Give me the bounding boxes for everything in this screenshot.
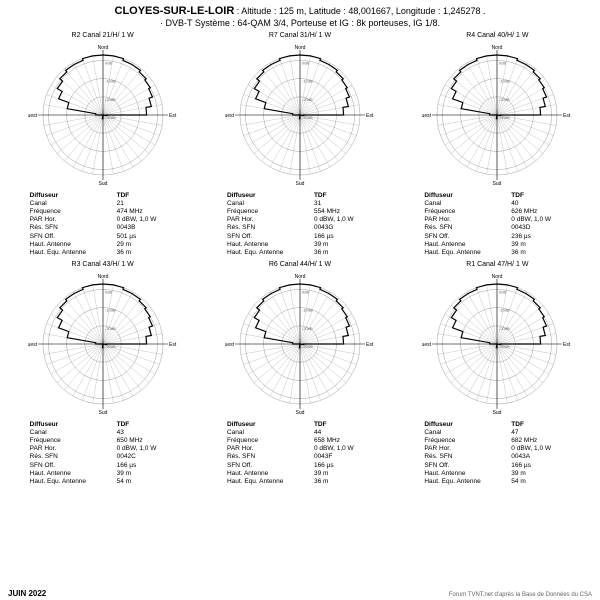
- svg-text:Est: Est: [563, 342, 571, 348]
- subtitle-system: · DVB-T Système : 64-QAM 3/4, Porteuse e…: [160, 18, 440, 28]
- svg-text:Sud: Sud: [98, 410, 107, 416]
- subtitle-coords: : Altitude : 125 m, Latitude : 48,001667…: [237, 6, 486, 16]
- svg-text:Est: Est: [563, 113, 571, 119]
- svg-text:Nord: Nord: [492, 45, 503, 51]
- svg-text:Ouest: Ouest: [422, 342, 432, 348]
- svg-text:-20dB: -20dB: [302, 97, 313, 102]
- svg-text:-20dB: -20dB: [499, 326, 510, 331]
- svg-text:0dB: 0dB: [499, 60, 506, 65]
- svg-text:Sud: Sud: [296, 181, 305, 187]
- location-title: CLOYES-SUR-LE-LOIR: [115, 5, 235, 17]
- polar-chart: -30dB-20dB-10dB0dBNordSudEstOuest: [225, 40, 375, 190]
- chart-grid: R2 Canal 21/H/ 1 W-30dB-20dB-10dB0dBNord…: [0, 32, 600, 486]
- svg-text:-20dB: -20dB: [302, 326, 313, 331]
- chart-cell: R7 Canal 31/H/ 1 W-30dB-20dB-10dB0dBNord…: [203, 32, 396, 257]
- info-table: DiffuseurTDFCanal31Fréquence554 MHzPAR H…: [225, 192, 375, 257]
- polar-chart: -30dB-20dB-10dB0dBNordSudEstOuest: [28, 40, 178, 190]
- info-table: DiffuseurTDFCanal40Fréquence626 MHzPAR H…: [422, 192, 572, 257]
- svg-text:0dB: 0dB: [302, 289, 309, 294]
- page-header: CLOYES-SUR-LE-LOIR : Altitude : 125 m, L…: [0, 0, 600, 32]
- svg-text:-10dB: -10dB: [105, 308, 116, 313]
- svg-text:Ouest: Ouest: [422, 113, 432, 119]
- svg-text:0dB: 0dB: [105, 289, 112, 294]
- polar-chart: -30dB-20dB-10dB0dBNordSudEstOuest: [225, 269, 375, 419]
- footer-date: JUIN 2022: [8, 589, 46, 598]
- svg-text:Nord: Nord: [97, 45, 108, 51]
- polar-chart: -30dB-20dB-10dB0dBNordSudEstOuest: [422, 269, 572, 419]
- chart-cell: R6 Canal 44/H/ 1 W-30dB-20dB-10dB0dBNord…: [203, 261, 396, 486]
- cell-title: R2 Canal 21/H/ 1 W: [72, 32, 134, 39]
- cell-title: R4 Canal 40/H/ 1 W: [466, 32, 528, 39]
- svg-text:0dB: 0dB: [499, 289, 506, 294]
- svg-text:Sud: Sud: [493, 410, 502, 416]
- svg-text:Sud: Sud: [493, 181, 502, 187]
- svg-text:-20dB: -20dB: [499, 97, 510, 102]
- svg-text:-20dB: -20dB: [105, 326, 116, 331]
- svg-text:Est: Est: [169, 113, 177, 119]
- svg-text:Nord: Nord: [492, 274, 503, 280]
- svg-text:Sud: Sud: [296, 410, 305, 416]
- svg-text:-10dB: -10dB: [105, 79, 116, 84]
- polar-chart: -30dB-20dB-10dB0dBNordSudEstOuest: [28, 269, 178, 419]
- svg-text:0dB: 0dB: [302, 60, 309, 65]
- svg-text:Sud: Sud: [98, 181, 107, 187]
- svg-text:Nord: Nord: [295, 274, 306, 280]
- chart-cell: R1 Canal 47/H/ 1 W-30dB-20dB-10dB0dBNord…: [401, 261, 594, 486]
- info-table: DiffuseurTDFCanal47Fréquence682 MHzPAR H…: [422, 421, 572, 486]
- svg-text:-10dB: -10dB: [302, 79, 313, 84]
- svg-text:-10dB: -10dB: [499, 79, 510, 84]
- chart-cell: R4 Canal 40/H/ 1 W-30dB-20dB-10dB0dBNord…: [401, 32, 594, 257]
- cell-title: R7 Canal 31/H/ 1 W: [269, 32, 331, 39]
- svg-text:Ouest: Ouest: [28, 342, 38, 348]
- cell-title: R6 Canal 44/H/ 1 W: [269, 261, 331, 268]
- svg-text:Est: Est: [366, 113, 374, 119]
- chart-cell: R2 Canal 21/H/ 1 W-30dB-20dB-10dB0dBNord…: [6, 32, 199, 257]
- svg-text:0dB: 0dB: [105, 60, 112, 65]
- svg-text:Nord: Nord: [97, 274, 108, 280]
- cell-title: R1 Canal 47/H/ 1 W: [466, 261, 528, 268]
- info-table: DiffuseurTDFCanal21Fréquence474 MHzPAR H…: [28, 192, 178, 257]
- svg-text:Est: Est: [169, 342, 177, 348]
- footer-credit: Forum TVNT.net d'après la Base de Donnée…: [449, 592, 592, 598]
- svg-text:-10dB: -10dB: [499, 308, 510, 313]
- info-table: DiffuseurTDFCanal43Fréquence650 MHzPAR H…: [28, 421, 178, 486]
- svg-text:Est: Est: [366, 342, 374, 348]
- chart-cell: R3 Canal 43/H/ 1 W-30dB-20dB-10dB0dBNord…: [6, 261, 199, 486]
- cell-title: R3 Canal 43/H/ 1 W: [72, 261, 134, 268]
- svg-text:Ouest: Ouest: [225, 342, 235, 348]
- svg-text:-10dB: -10dB: [302, 308, 313, 313]
- svg-text:Ouest: Ouest: [28, 113, 38, 119]
- svg-text:Nord: Nord: [295, 45, 306, 51]
- polar-chart: -30dB-20dB-10dB0dBNordSudEstOuest: [422, 40, 572, 190]
- svg-text:-20dB: -20dB: [105, 97, 116, 102]
- info-table: DiffuseurTDFCanal44Fréquence658 MHzPAR H…: [225, 421, 375, 486]
- svg-text:Ouest: Ouest: [225, 113, 235, 119]
